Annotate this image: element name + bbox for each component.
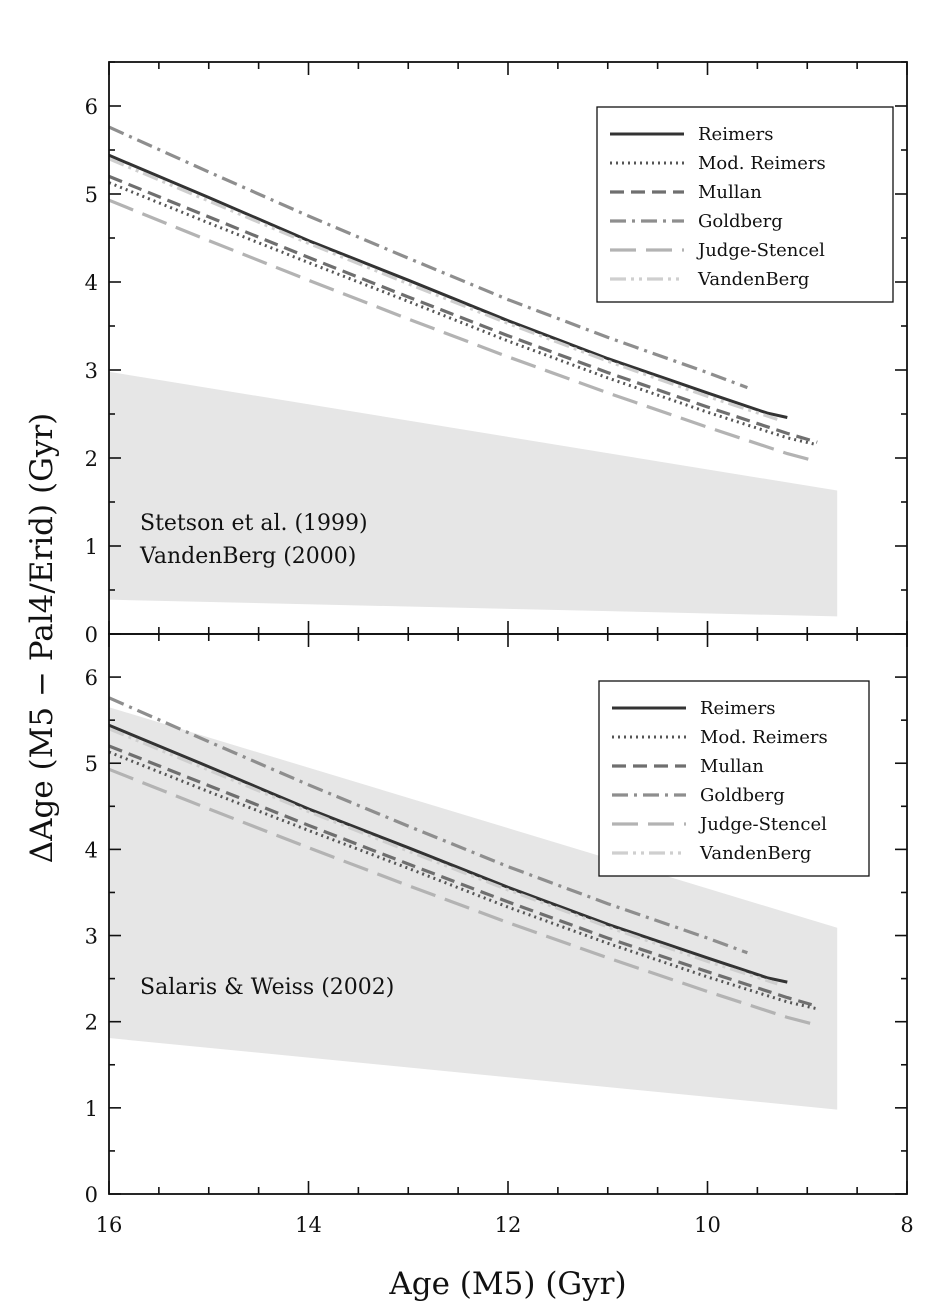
top-legend-box <box>596 106 894 303</box>
top-y-tick-label: 0 <box>85 623 98 647</box>
top-legend-label-vandenberg: VandenBerg <box>697 269 809 290</box>
top-y-tick-label: 6 <box>85 95 98 119</box>
top-series-vandenberg <box>108 157 778 421</box>
top-y-tick-label: 4 <box>85 271 98 295</box>
x-tick-label: 10 <box>694 1213 721 1237</box>
top-legend-label-mod-reimers: Mod. Reimers <box>698 153 826 174</box>
bottom-panel: 0 1 2 3 4 5 6 Salaris & Weiss (2002) Reimers Mod.… <box>85 633 908 1207</box>
bottom-legend-label-mullan: Mullan <box>700 756 764 777</box>
top-series-mod-reimers <box>108 181 818 447</box>
top-annotation: Stetson et al. (1999) <box>140 511 368 536</box>
bottom-series-reimers <box>108 723 788 984</box>
bottom-legend-box <box>598 680 870 877</box>
bottom-legend-label-vandenberg: VandenBerg <box>699 843 811 864</box>
bottom-y-tick-label: 5 <box>85 752 98 776</box>
x-tick-label: 14 <box>295 1213 322 1237</box>
bottom-y-tick-label: 0 <box>85 1183 98 1207</box>
top-shaded-band <box>109 371 838 617</box>
top-legend: Reimers Mod. Reimers Mullan Goldberg Judge-S… <box>596 106 894 303</box>
top-y-tick-label: 1 <box>85 535 98 559</box>
bottom-annotation: Salaris & Weiss (2002) <box>140 975 394 1000</box>
top-series-reimers <box>108 153 788 419</box>
top-y-tick-label: 5 <box>85 183 98 207</box>
bottom-shaded-band <box>109 707 838 1110</box>
top-series-judge-stencel <box>108 198 818 464</box>
top-y-tick-label: 3 <box>85 359 98 383</box>
bottom-series-mullan <box>108 744 818 1008</box>
top-legend-label-goldberg: Goldberg <box>698 211 783 232</box>
top-panel: 0 1 2 3 4 5 6 Stetson et al. (1999) VandenBerg (… <box>85 61 908 647</box>
bottom-legend-label-judge-stencel: Judge-Stencel <box>698 814 827 835</box>
bottom-y-tick-label: 4 <box>85 838 98 862</box>
bottom-series-judge-stencel <box>108 767 818 1027</box>
bottom-legend-label-goldberg: Goldberg <box>700 785 785 806</box>
bottom-legend: Reimers Mod. Reimers Mullan Goldberg Judge-S… <box>598 680 870 877</box>
bottom-y-tick-label: 3 <box>85 925 98 949</box>
bottom-series-goldberg <box>108 696 748 955</box>
bottom-y-tick-label: 1 <box>85 1097 98 1121</box>
top-legend-label-judge-stencel: Judge-Stencel <box>696 240 825 261</box>
top-series-goldberg <box>108 125 748 390</box>
x-tick-label: 16 <box>96 1213 123 1237</box>
top-annotation: VandenBerg (2000) <box>139 544 356 569</box>
top-legend-label-reimers: Reimers <box>698 124 774 145</box>
top-series-mullan <box>108 174 818 444</box>
y-axis-title: ΔAge (M5 − Pal4/Erid) (Gyr) <box>24 413 60 864</box>
bottom-frame <box>108 633 908 1195</box>
bottom-legend-label-reimers: Reimers <box>700 698 776 719</box>
x-tick-label: 12 <box>495 1213 522 1237</box>
bottom-series-vandenberg <box>108 727 778 986</box>
top-legend-label-mullan: Mullan <box>698 182 762 203</box>
top-y-tick-label: 2 <box>85 447 98 471</box>
bottom-legend-label-mod-reimers: Mod. Reimers <box>700 727 828 748</box>
x-tick-label: 8 <box>900 1213 913 1237</box>
x-axis-title: Age (M5) (Gyr) <box>388 1266 626 1302</box>
bottom-y-tick-label: 2 <box>85 1011 98 1035</box>
bottom-y-tick-label: 6 <box>85 666 98 690</box>
